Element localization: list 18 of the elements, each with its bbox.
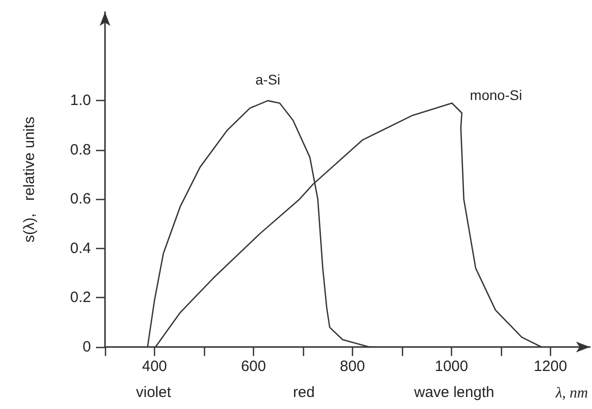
- y-tick-label: 0.8: [70, 141, 91, 158]
- x-axis-title: λ, nm: [554, 386, 588, 402]
- x-tick-label: 800: [340, 358, 365, 375]
- y-tick-label: 0.4: [70, 240, 91, 257]
- y-tick-label: 0: [82, 338, 91, 356]
- text: violet: [136, 384, 172, 401]
- text: red: [293, 384, 315, 401]
- series-label: mono-Si: [470, 87, 522, 104]
- x-tick-label: 600: [240, 358, 266, 375]
- y-tick-label: 0.2: [70, 289, 91, 306]
- x-tick-label: 1000: [434, 358, 468, 375]
- series-label: a-Si: [255, 72, 280, 88]
- x-tick-label: 1200: [534, 358, 568, 375]
- x-tick-label: 400: [142, 358, 168, 375]
- y-axis-title: s(λ), relative units: [21, 116, 38, 242]
- y-tick-label: 0.6: [70, 190, 91, 208]
- text: wave length: [413, 384, 494, 401]
- y-tick-label: 1.0: [70, 92, 91, 110]
